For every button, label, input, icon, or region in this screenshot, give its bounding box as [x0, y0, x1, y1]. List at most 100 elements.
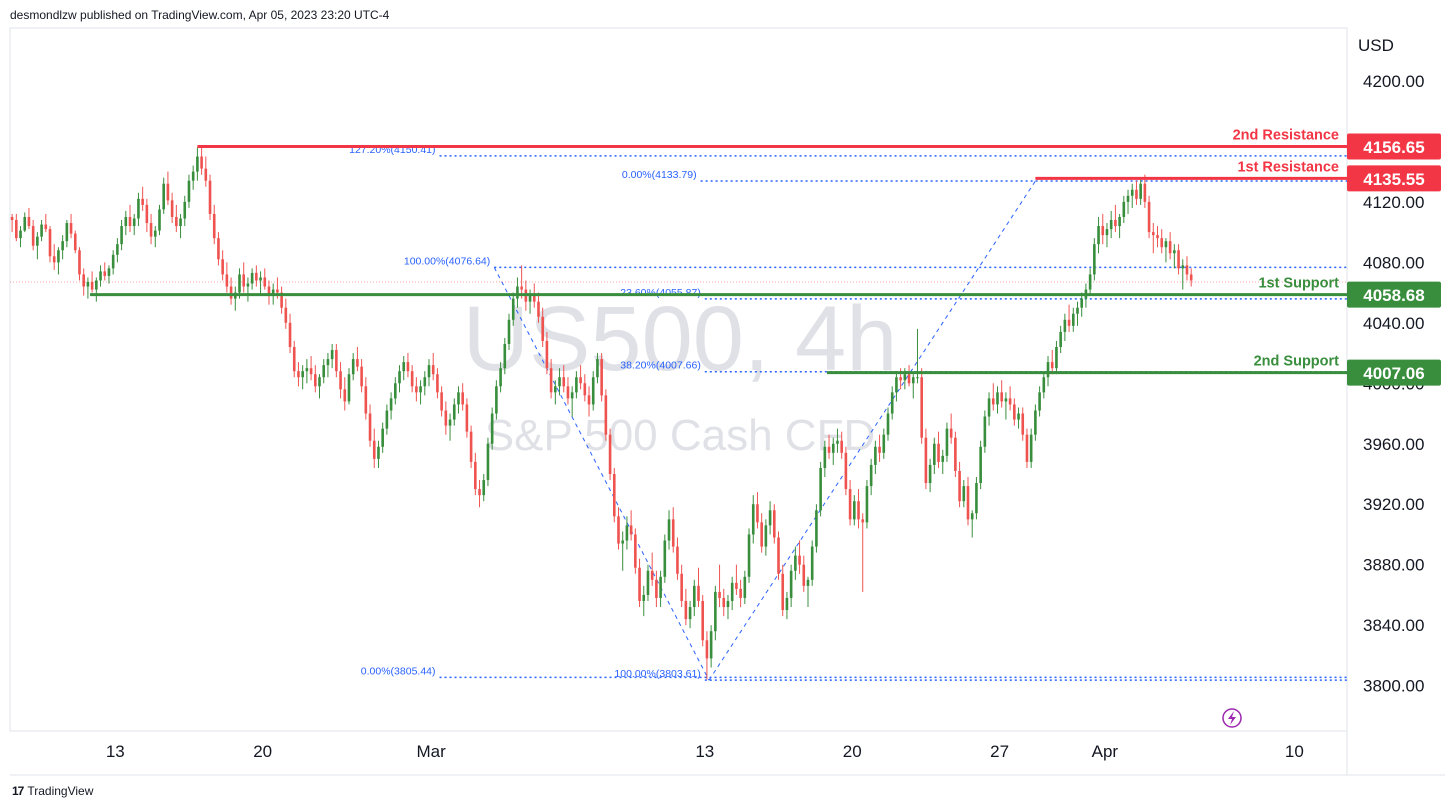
candle-body — [886, 413, 890, 435]
candle-body — [608, 434, 612, 474]
candles — [10, 147, 1347, 680]
support-resistance-levels[interactable]: 2nd Resistance 4156.65 1st Resistance 4135.… — [90, 127, 1441, 386]
candle-body — [823, 446, 827, 468]
candle-body — [351, 359, 355, 375]
fib-level-label: 100.00%(4076.64) — [404, 255, 490, 267]
candle-body — [217, 238, 220, 260]
candle-body — [73, 233, 77, 251]
candle-body — [532, 295, 536, 302]
candle-body — [945, 428, 949, 456]
candle-body — [347, 374, 351, 402]
candle-body — [1080, 298, 1084, 308]
candle-body — [979, 446, 982, 484]
candle-body — [844, 452, 848, 490]
candle-body — [730, 582, 734, 601]
candle-body — [225, 274, 229, 287]
candle-body — [259, 277, 262, 281]
candle-body — [941, 455, 945, 462]
candle-body — [208, 180, 212, 214]
candle-body — [406, 362, 410, 372]
candle-body — [600, 359, 603, 396]
candle-body — [949, 428, 953, 438]
candle-body — [1046, 362, 1050, 378]
candle-body — [798, 555, 801, 565]
candle-body — [958, 470, 961, 502]
candle-body — [511, 298, 515, 320]
candle-body — [558, 377, 561, 387]
candle-body — [747, 534, 751, 577]
candle-body — [469, 431, 473, 462]
candle-body — [861, 519, 865, 523]
candle-body — [1147, 201, 1151, 233]
fibonacci-retracement[interactable]: 127.20%(4150.41)0.00%(4133.79)100.00%(40… — [349, 144, 1347, 681]
candle-body — [204, 168, 208, 181]
candle-body — [1029, 434, 1033, 462]
candle-body — [650, 570, 654, 580]
candle-body — [1000, 392, 1004, 402]
tradingview-logo-icon: 17 — [12, 784, 24, 798]
candle-body — [507, 319, 511, 344]
candle-body — [781, 573, 785, 611]
candle-body — [86, 281, 90, 287]
candle-body — [398, 371, 401, 384]
candle-body — [827, 446, 831, 453]
level-name: 2nd Resistance — [1233, 127, 1339, 143]
candle-body — [612, 473, 616, 517]
candle-body — [869, 464, 873, 487]
candle-body — [444, 410, 448, 426]
candle-body — [1071, 313, 1075, 326]
candle-body — [452, 404, 456, 420]
time-tick-label: 20 — [253, 742, 272, 761]
candle-body — [415, 386, 418, 393]
candle-body — [372, 440, 376, 459]
candle-body — [840, 440, 843, 453]
candle-body — [242, 274, 246, 287]
candle-body — [638, 567, 641, 601]
candle-body — [634, 534, 637, 568]
candle-body — [583, 383, 587, 396]
candle-body — [436, 374, 439, 393]
candle-body — [933, 443, 936, 465]
candle-body — [120, 226, 123, 245]
candle-body — [221, 259, 224, 275]
candle-body — [878, 446, 881, 453]
level-price-label: 4135.55 — [1363, 170, 1424, 189]
candle-body — [381, 428, 384, 447]
chart-icons[interactable] — [1222, 708, 1242, 728]
candle-body — [478, 489, 481, 496]
candle-body — [389, 398, 393, 411]
candle-body — [318, 377, 321, 387]
publish-header: desmondlzw published on TradingView.com,… — [10, 8, 390, 22]
candle-body — [621, 540, 625, 544]
candle-body — [116, 244, 119, 255]
candle-body — [305, 368, 309, 372]
candle-body — [676, 546, 679, 574]
candle-body — [966, 486, 970, 520]
candle-body — [309, 368, 313, 375]
level-price-tag — [1347, 281, 1441, 308]
candle-body — [82, 274, 85, 287]
candle-body — [1139, 183, 1142, 199]
candle-body — [1126, 195, 1130, 202]
candle-body — [587, 395, 591, 405]
candle-body — [339, 371, 342, 390]
candle-body — [1189, 274, 1193, 281]
candle-body — [777, 537, 780, 574]
candle-body — [709, 631, 713, 659]
level-price-tag — [1347, 165, 1441, 192]
candle-body — [756, 504, 759, 523]
candle-body — [124, 216, 128, 227]
time-tick-label: 13 — [695, 742, 714, 761]
level-name: 2nd Support — [1254, 354, 1340, 370]
candle-body — [1013, 404, 1016, 420]
candle-body — [596, 359, 599, 378]
candle-body — [697, 585, 700, 601]
candle-body — [1059, 331, 1062, 347]
time-axis[interactable]: 13 20 Mar 13 20 27 Apr 10 — [106, 742, 1304, 761]
level-name: 1st Resistance — [1237, 159, 1339, 175]
fib-level-label: 23.60%(4055.87) — [620, 287, 701, 299]
candle-body — [200, 156, 203, 169]
candle-body — [40, 224, 43, 237]
candle-body — [10, 216, 14, 221]
